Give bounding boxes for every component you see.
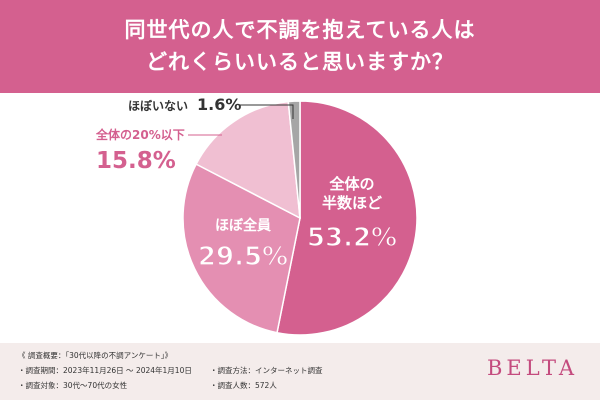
- pie-slice-2: [195, 100, 301, 220]
- pie-slice-1: [182, 163, 301, 334]
- slice-label-0b: 半数ほど: [322, 194, 382, 212]
- slice-value-3: 1.6%: [197, 95, 241, 114]
- survey-count: ・調査人数：572人: [210, 381, 277, 390]
- slice-label-2: 全体の20%以下: [95, 127, 185, 142]
- slice-label-1: ほぼ全員: [215, 217, 271, 234]
- slice-value-1: 29.5%: [198, 242, 288, 272]
- leader-line-3: [240, 104, 294, 119]
- slice-label-0: 全体の: [328, 175, 374, 193]
- survey-target: ・調査対象：30代～70代の女性: [18, 381, 128, 390]
- survey-period: ・調査期間：2023年11月26日 ～ 2024年1月10日: [18, 366, 192, 375]
- survey-method: ・調査方法：インターネット調査: [210, 366, 323, 375]
- slice-label-3: ほぼいない: [128, 99, 188, 113]
- title-line-2: どれくらいいると思いますか？: [146, 50, 454, 74]
- title-banner: 同世代の人で不調を抱えている人は どれくらいいると思いますか？: [0, 0, 600, 93]
- survey-summary: 《 調査概要：「30代以降の不調アンケート」》 ・調査期間：2023年11月26…: [0, 343, 600, 400]
- pie-slice-0: [276, 100, 418, 336]
- pie-slice-3: [287, 100, 301, 219]
- survey-title: 《 調査概要：「30代以降の不調アンケート」》: [18, 351, 173, 360]
- slice-value-2: 15.8%: [96, 148, 176, 174]
- title-line-1: 同世代の人で不調を抱えている人は: [124, 18, 476, 42]
- slice-value-0: 53.2%: [307, 223, 397, 253]
- belta-logo: BELTA: [486, 356, 578, 380]
